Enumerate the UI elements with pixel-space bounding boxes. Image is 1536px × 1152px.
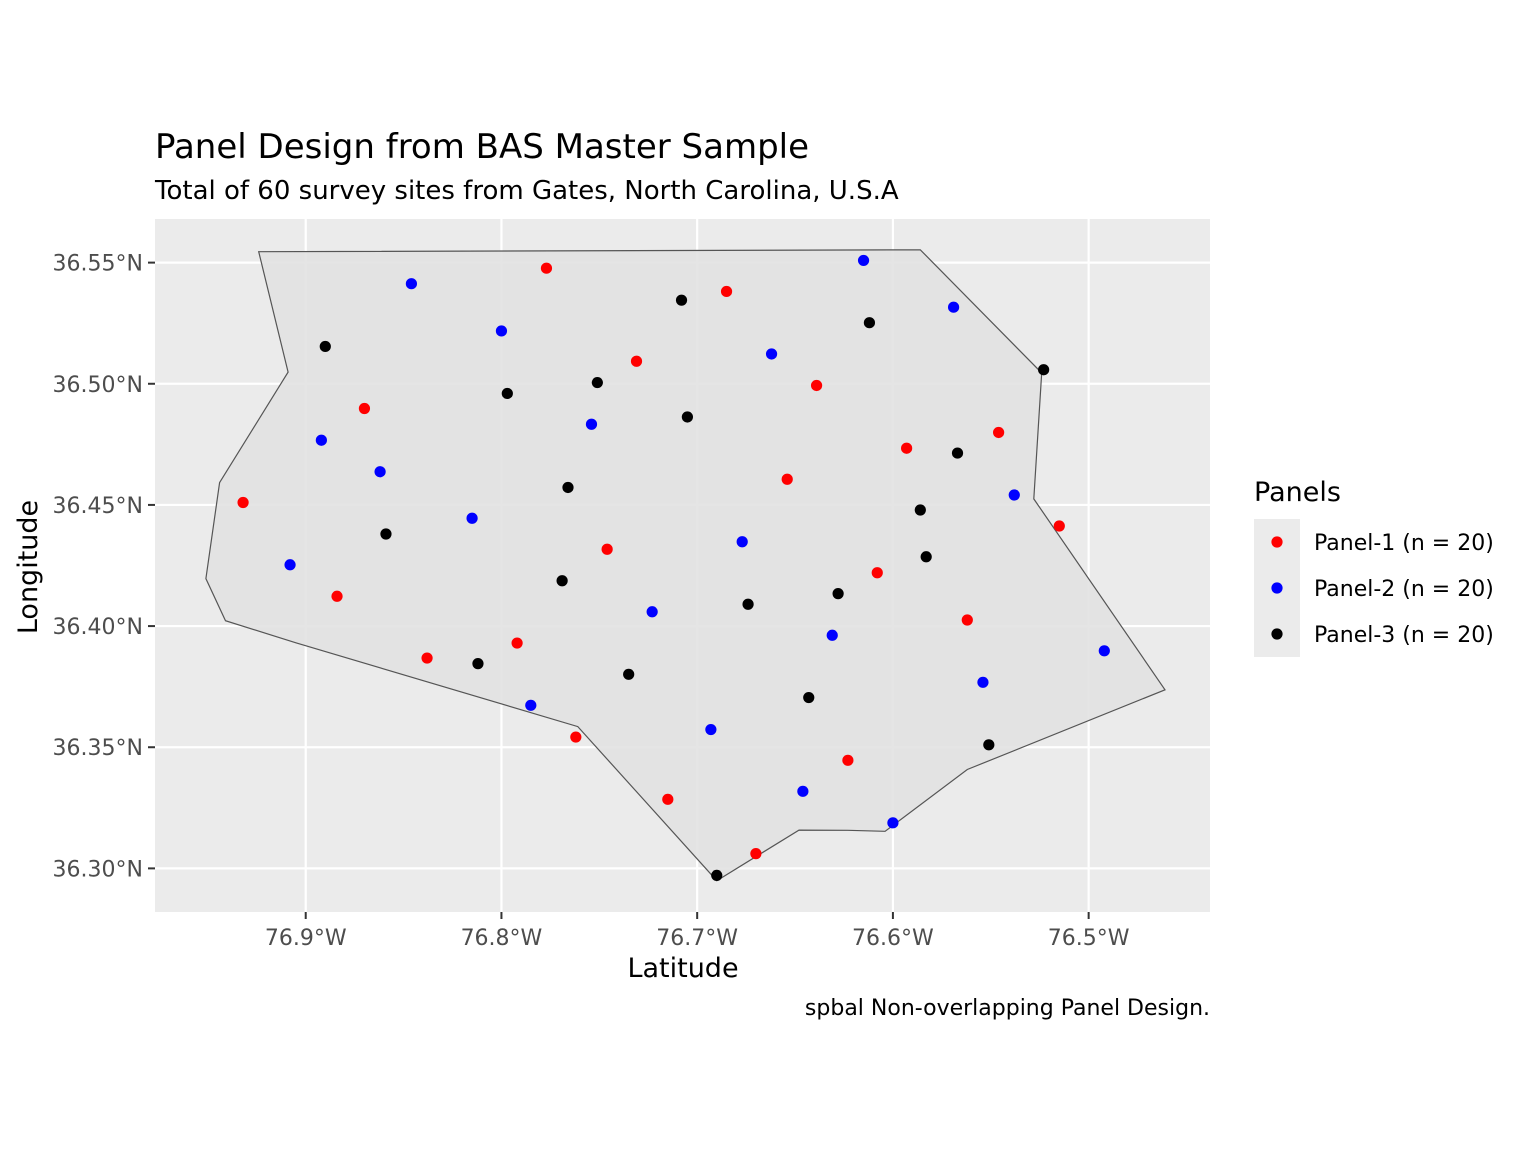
point-panel-2-8 [585,418,598,430]
point-panel-2-2 [315,434,327,446]
point-panel-2-11 [736,536,748,548]
point-panel-1-5 [511,637,523,649]
point-panel-1-15 [842,754,854,766]
point-panel-2-20 [1098,645,1110,657]
point-panel-2-6 [495,325,508,337]
point-panel-1-19 [993,426,1005,439]
x-tick-label-3: 76.6°W [852,926,934,951]
y-tick-label-1: 36.35°N [53,736,143,761]
site-points [237,254,1110,882]
point-panel-3-3 [472,658,484,670]
point-panel-3-20 [1038,364,1050,376]
point-panel-1-16 [871,567,883,579]
series-panel-2 [284,254,1110,829]
x-axis-title: Latitude [627,953,738,984]
point-panel-3-18 [951,447,964,459]
point-panel-2-16 [887,817,899,829]
legend-title: Panels [1254,477,1341,508]
y-axis-title: Longitude [13,500,44,634]
county-boundary [205,249,1166,882]
point-panel-3-5 [562,481,574,494]
point-panel-2-7 [525,699,537,711]
y-tick-label-5: 36.55°N [53,252,143,277]
series-panel-3 [319,294,1050,882]
point-panel-1-10 [662,793,674,805]
point-panel-3-6 [556,575,568,587]
point-panel-3-4 [501,387,513,400]
point-panel-1-13 [781,473,793,485]
point-panel-3-13 [803,691,815,704]
point-panel-2-14 [826,629,838,641]
point-panel-3-12 [742,598,754,610]
point-panel-3-19 [983,739,995,751]
county-polygon [205,249,1166,882]
point-panel-1-2 [331,590,343,602]
legend-key-panel-2 [1271,582,1283,594]
point-panel-3-14 [832,588,844,600]
point-panel-3-11 [711,869,723,882]
point-panel-2-17 [947,301,960,313]
point-panel-2-3 [374,466,386,478]
point-panel-2-10 [705,723,717,736]
point-panel-3-7 [591,376,603,389]
point-panel-2-12 [765,348,778,360]
point-panel-1-6 [540,262,553,274]
y-tick-label-2: 36.40°N [53,615,143,640]
point-panel-1-3 [358,402,371,415]
chart-caption: spbal Non-overlapping Panel Design. [805,996,1210,1021]
chart-subtitle: Total of 60 survey sites from Gates, Nor… [154,176,899,206]
x-tick-label-0: 76.9°W [265,926,347,951]
point-panel-3-17 [920,551,932,563]
x-tick-label-1: 76.8°W [461,926,543,951]
point-panel-3-10 [681,411,693,423]
point-panel-1-17 [901,442,913,454]
point-panel-2-15 [857,254,870,267]
point-panel-1-1 [237,496,249,509]
series-panel-1 [237,262,1065,860]
point-panel-3-16 [914,504,926,516]
y-tick-label-0: 36.30°N [53,857,143,882]
y-tick-label-3: 36.45°N [53,494,143,519]
point-panel-1-14 [810,379,823,392]
legend-key-panel-3 [1271,628,1283,640]
point-panel-1-12 [750,848,762,860]
legend-label-panel-2: Panel-2 (n = 20) [1314,577,1494,602]
point-panel-2-18 [977,676,989,688]
chart-title: Panel Design from BAS Master Sample [155,127,809,167]
legend-label-panel-3: Panel-3 (n = 20) [1314,623,1494,648]
point-panel-1-8 [601,543,613,555]
point-panel-3-8 [623,668,635,680]
y-axis-ticks: 36.30°N 36.35°N 36.40°N 36.45°N 36.50°N 36.55… [53,252,155,882]
point-panel-3-9 [675,294,688,306]
point-panel-1-4 [421,652,433,664]
x-tick-label-2: 76.7°W [656,926,738,951]
legend: Panel-1 (n = 20) Panel-2 (n = 20) Panel-3 … [1271,531,1494,648]
point-panel-1-9 [630,355,643,367]
point-panel-3-1 [319,340,331,353]
point-panel-3-2 [380,528,392,540]
point-panel-1-18 [961,614,973,626]
point-panel-2-19 [1008,489,1020,501]
point-panel-1-7 [570,731,582,743]
point-panel-1-20 [1053,520,1065,532]
x-axis-ticks: 76.9°W 76.8°W 76.7°W 76.6°W 76.5°W [265,912,1130,951]
point-panel-1-11 [720,285,733,298]
point-panel-2-9 [646,606,658,618]
point-panel-2-5 [466,512,478,524]
point-panel-2-4 [405,278,418,290]
legend-key-panel-1 [1271,536,1283,548]
y-tick-label-4: 36.50°N [53,373,143,398]
x-tick-label-4: 76.5°W [1048,926,1130,951]
legend-label-panel-1: Panel-1 (n = 20) [1314,531,1494,556]
point-panel-3-15 [863,317,876,329]
point-panel-2-13 [797,785,809,797]
point-panel-2-1 [284,559,296,571]
